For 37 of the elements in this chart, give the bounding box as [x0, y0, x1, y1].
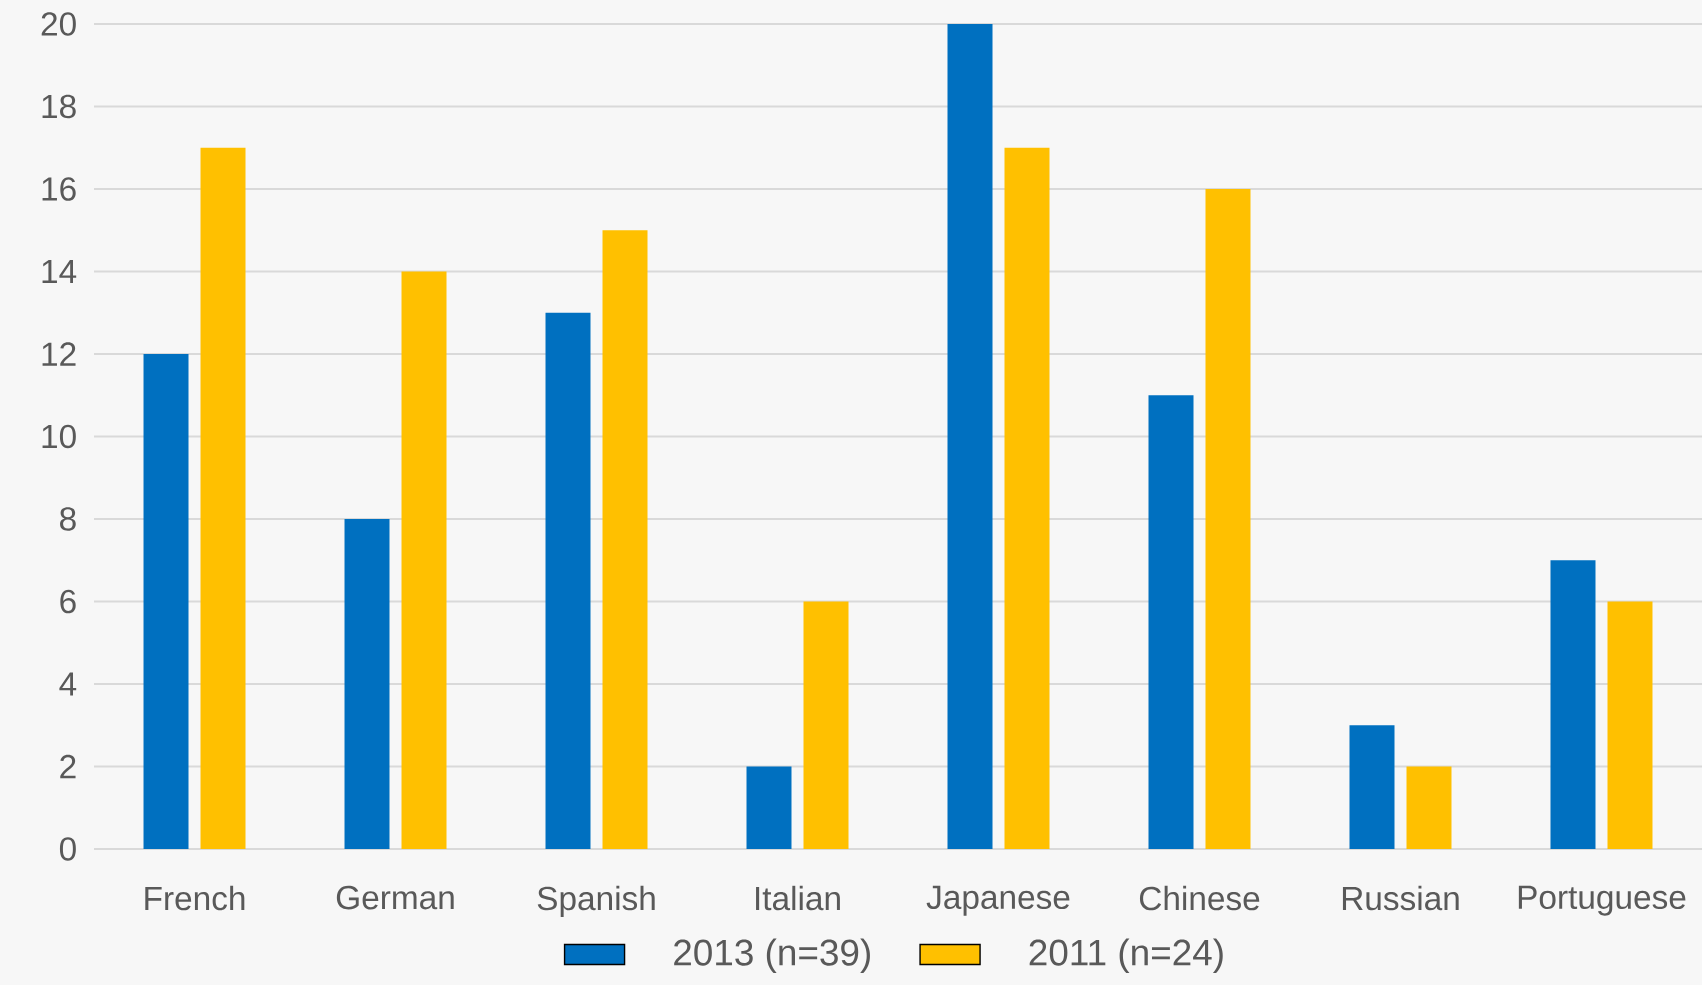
x-tick-label: Japanese [926, 885, 1070, 916]
bar [947, 23, 993, 849]
y-tick-label: 18 [42, 94, 76, 119]
y-tick-label: 10 [42, 424, 76, 449]
bar [602, 230, 648, 849]
bar [143, 353, 189, 849]
y-tick-label: 8 [60, 507, 76, 531]
bar [1550, 560, 1596, 849]
y-tick-label: 2 [60, 754, 76, 779]
x-tick-label: Portuguese [1518, 885, 1686, 916]
bar [1607, 601, 1653, 849]
y-tick-label: 16 [42, 177, 76, 201]
bar [746, 766, 792, 849]
legend-label: 2013 (n=39) [674, 938, 870, 974]
bar [1148, 395, 1194, 849]
bar [803, 601, 849, 849]
x-tick-label: German [336, 885, 454, 910]
y-tick-label: 20 [41, 12, 76, 36]
bar [401, 271, 447, 849]
legend-label: 2011 (n=24) [1029, 938, 1223, 974]
y-tick-label: 12 [42, 342, 76, 366]
bar [545, 312, 591, 849]
y-tick-label: 0 [59, 837, 76, 861]
bar [1004, 147, 1050, 849]
x-tick-label: French [145, 885, 245, 911]
bar [1406, 766, 1452, 849]
bar [200, 147, 246, 849]
bar [1349, 725, 1395, 849]
y-tick-label: 14 [42, 259, 77, 283]
x-tick-label: Russian [1342, 885, 1459, 911]
x-tick-label: Chinese [1139, 885, 1260, 911]
y-tick-label: 4 [59, 672, 77, 696]
x-tick-label: Spanish [537, 885, 655, 917]
y-tick-label: 6 [60, 589, 76, 614]
bar [1205, 189, 1251, 849]
bar [344, 518, 390, 849]
x-tick-label: Italian [756, 885, 840, 911]
